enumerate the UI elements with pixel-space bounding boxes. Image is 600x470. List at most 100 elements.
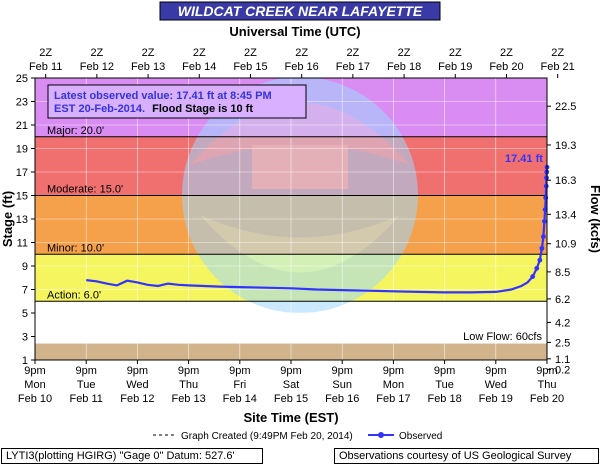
legend-observed-label: Observed [399,431,442,442]
y-axis-label: Stage (ft) [0,191,15,247]
top-tick-time: 2Z [398,47,411,59]
top-tick-time: 2Z [142,47,155,59]
data-point-observed [542,218,547,224]
bottom-tick-day: Tue [435,379,454,391]
y-tick-label: 21 [16,120,28,132]
bottom-tick-date: Feb 12 [120,393,154,405]
bottom-tick-time: 9pm [127,365,148,377]
latest-value-line2-date: EST 20-Feb-2014. [54,103,145,115]
footer-credit-text: Observations courtesy of US Geological S… [339,450,572,462]
bottom-tick-date: Feb 11 [69,393,102,405]
y2-axis-label: Flow (kcfs) [588,185,600,253]
threshold-label: Minor: 10.0' [47,242,104,254]
top-tick-date: Feb 13 [131,61,165,73]
flow-tick-label: 2.5 [555,337,570,349]
y-tick-label: 1 [22,355,28,367]
low-flow-label: Low Flow: 60cfs [463,331,542,343]
top-tick-date: Feb 14 [182,61,216,73]
x-axis-label: Site Time (EST) [243,410,338,425]
data-point-observed [530,274,536,279]
bottom-tick-time: 9pm [434,365,455,377]
flow-tick-label: 8.5 [555,267,570,279]
bottom-tick-day: Thu [179,379,198,391]
flow-tick-label: 1.1 [555,354,570,366]
bottom-tick-date: Feb 13 [171,393,205,405]
bottom-tick-date: Feb 10 [18,393,52,405]
y-tick-label: 23 [16,97,28,109]
svg-text:EST 20-Feb-2014. Flood S: EST 20-Feb-2014. Flood Stage is 10 ft [54,103,253,115]
flow-tick-label: 13.4 [555,209,576,221]
bottom-tick-time: 9pm [485,365,506,377]
top-tick-time: 2Z [90,47,103,59]
top-tick-date: Feb 17 [336,61,370,73]
flow-tick-label: 22.5 [555,101,576,113]
data-point-observed [542,207,548,213]
bottom-tick-time: 9pm [331,365,352,377]
bottom-tick-time: 9pm [178,365,199,377]
top-tick-date: Feb 12 [80,61,114,73]
bottom-tick-day: Mon [24,379,45,391]
top-tick-date: Feb 16 [285,61,319,73]
footer-credit: Observations courtesy of US Geological S… [334,448,599,464]
bottom-tick-date: Feb 17 [376,393,410,405]
legend-observed-marker [378,432,384,438]
y-tick-label: 3 [22,332,28,344]
threshold-label: Moderate: 15.0' [47,184,123,196]
y-tick-label: 7 [22,285,28,297]
data-point-observed [539,245,545,251]
title-bar [159,1,441,21]
y-tick-label: 11 [17,238,28,250]
latest-value-box [47,84,307,119]
chart-title: WILDCAT CREEK NEAR LAFAYETTE [178,3,423,19]
data-point-observed [537,257,543,263]
top-axis-label: Universal Time (UTC) [229,24,360,39]
bottom-tick-day: Tue [77,379,96,391]
footer-datum-text: LYTI3(plotting HGIRG) "Gage 0" Datum: 52… [6,450,235,462]
bottom-tick-date: Feb 16 [325,393,359,405]
y-tick-label: 25 [16,73,28,85]
bottom-tick-day: Thu [538,379,557,391]
y-tick-label: 15 [16,191,28,203]
bottom-tick-day: Sat [283,379,300,391]
bottom-tick-date: Feb 20 [530,393,564,405]
flood-stage-text: Flood Stage is 10 ft [152,103,253,115]
top-tick-date: Feb 18 [387,61,421,73]
y-tick-label: 9 [22,261,28,273]
series-line-observed [86,167,549,294]
top-tick-time: 2Z [346,47,359,59]
legend-created-label: Graph Created (9:49PM Feb 20, 2014) [181,431,353,442]
bottom-tick-date: Feb 15 [274,393,308,405]
top-tick-date: Feb 11 [29,61,62,73]
bottom-tick-time: 9pm [280,365,301,377]
bottom-tick-time: 9pm [75,365,96,377]
y-tick-label: 19 [16,144,28,156]
bottom-tick-date: Feb 14 [223,393,257,405]
data-point-observed [541,234,546,240]
top-tick-date: Feb 20 [489,61,523,73]
top-tick-time: 2Z [449,47,462,59]
bottom-tick-date: Feb 19 [479,393,513,405]
bottom-tick-time: 9pm [24,365,45,377]
top-tick-time: 2Z [244,47,257,59]
y-tick-label: 17 [16,167,28,179]
flow-tick-label: 0.2 [555,364,570,376]
top-tick-time: 2Z [295,47,308,59]
y-tick-label: 13 [16,214,28,226]
flow-tick-label: 16.3 [555,175,576,187]
bottom-tick-day: Wed [485,379,507,391]
bottom-tick-day: Mon [383,379,404,391]
bottom-tick-day: Fri [233,379,246,391]
latest-value-label: 17.41 ft [505,153,543,165]
top-tick-date: Feb 21 [541,61,575,73]
data-point-observed [534,265,540,271]
bottom-tick-time: 9pm [383,365,404,377]
bottom-tick-day: Wed [126,379,148,391]
top-tick-time: 2Z [39,47,52,59]
bottom-tick-date: Feb 18 [427,393,461,405]
flow-tick-label: 10.9 [555,239,576,251]
flow-tick-label: 6.2 [555,294,570,306]
threshold-label: Action: 6.0' [47,289,101,301]
threshold-label: Major: 20.0' [47,125,104,137]
